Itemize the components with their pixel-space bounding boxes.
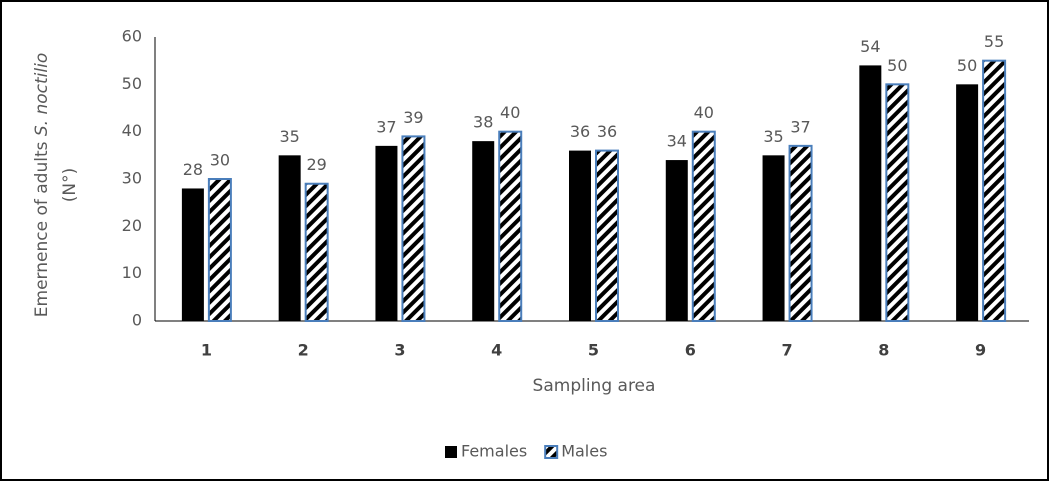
data-label: 34	[667, 132, 687, 151]
y-tick-label: 20	[122, 216, 142, 235]
data-label: 35	[763, 127, 783, 146]
y-tick-label: 50	[122, 74, 142, 93]
y-tick-label: 40	[122, 121, 142, 140]
data-label: 40	[500, 103, 520, 122]
x-tick-label: 9	[975, 341, 986, 360]
y-axis-unit: (N°)	[60, 168, 80, 202]
data-label: 28	[183, 160, 203, 179]
x-tick-label: 5	[588, 341, 599, 360]
bar	[499, 132, 521, 321]
data-label: 39	[403, 108, 423, 127]
y-axis-label-text: Emernence of adults	[32, 141, 52, 317]
bar	[569, 151, 591, 321]
data-label: 50	[887, 56, 907, 75]
y-tick-label: 10	[122, 263, 142, 282]
y-axis-label-species: S. noctilio	[32, 53, 52, 136]
bar	[279, 155, 301, 321]
legend-swatch	[445, 446, 457, 458]
x-tick-label: 7	[781, 341, 792, 360]
x-tick-label: 6	[685, 341, 696, 360]
bar	[402, 136, 424, 321]
bar	[596, 151, 618, 321]
data-label: 40	[694, 103, 714, 122]
legend-swatch	[545, 446, 557, 458]
chart: Emernence of adults S. noctilio (N°) Sam…	[0, 0, 1051, 482]
legend-label: Males	[561, 442, 607, 461]
data-label: 30	[210, 151, 230, 170]
bar	[763, 155, 785, 321]
y-axis-label: Emernence of adults S. noctilio	[32, 53, 52, 317]
bar	[182, 188, 204, 321]
data-label: 35	[279, 127, 299, 146]
x-tick-label: 8	[878, 341, 889, 360]
data-label: 37	[376, 117, 396, 136]
y-tick-label: 0	[132, 311, 142, 330]
y-tick-label: 60	[122, 27, 142, 46]
bar	[956, 84, 978, 321]
x-tick-label: 4	[491, 341, 502, 360]
y-tick-label: 30	[122, 169, 142, 188]
data-label: 37	[790, 117, 810, 136]
data-label: 38	[473, 113, 493, 132]
legend-label: Females	[461, 442, 527, 461]
bar	[886, 84, 908, 321]
x-tick-label: 2	[298, 341, 309, 360]
bar	[209, 179, 231, 321]
data-label: 54	[860, 37, 880, 56]
x-axis-label: Sampling area	[533, 376, 656, 396]
bar	[983, 61, 1005, 321]
bar	[693, 132, 715, 321]
bar	[472, 141, 494, 321]
bar	[666, 160, 688, 321]
data-label: 36	[570, 122, 590, 141]
data-label: 29	[306, 155, 326, 174]
bar	[306, 184, 328, 321]
bar	[859, 65, 881, 321]
data-label: 36	[597, 122, 617, 141]
x-tick-label: 3	[394, 341, 405, 360]
bar	[790, 146, 812, 321]
data-label: 55	[984, 32, 1004, 51]
bar	[375, 146, 397, 321]
x-tick-label: 1	[201, 341, 212, 360]
data-label: 50	[957, 56, 977, 75]
